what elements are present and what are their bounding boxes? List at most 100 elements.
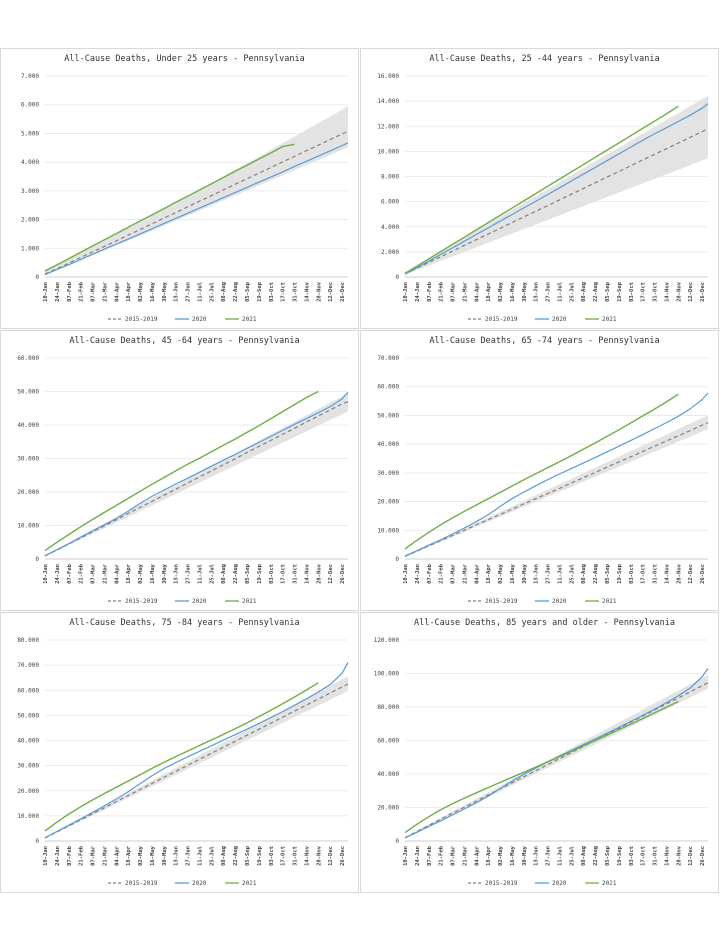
x-tick-label: 22-Aug (593, 564, 599, 584)
x-tick-label: 10-Jan (403, 564, 409, 584)
y-tick-label: 0 (395, 274, 399, 281)
x-tick-label: 22-Aug (593, 846, 599, 866)
x-tick-label: 21-Mar (462, 281, 468, 302)
x-tick-label: 24-Jan (415, 846, 421, 866)
x-tick-label: 21-Mar (102, 563, 108, 584)
x-tick-label: 13-Jun (534, 846, 540, 866)
x-tick-label: 03-Oct (269, 846, 275, 866)
y-tick-label: 30.000 (377, 470, 399, 477)
x-tick-label: 12-Dec (688, 282, 694, 302)
x-tick-label: 08-Aug (221, 564, 227, 584)
y-tick-label: 0 (395, 838, 399, 845)
x-tick-label: 05-Sep (605, 281, 611, 302)
x-tick-label: 26-Dec (340, 282, 346, 302)
chart-svg: All-Cause Deaths, Under 25 years - Penns… (21, 54, 349, 323)
x-tick-label: 19-Sep (617, 281, 623, 302)
x-tick-label: 03-Oct (629, 282, 635, 302)
x-tick-label: 14-Nov (304, 281, 310, 302)
x-tick-label: 31-Oct (653, 564, 659, 584)
x-tick-label: 21-Feb (439, 281, 445, 302)
y-tick-label: 40.000 (17, 738, 39, 745)
x-tick-label: 28-Nov (316, 563, 322, 584)
x-tick-label: 26-Dec (700, 846, 706, 866)
x-tick-label: 24-Jan (415, 282, 421, 302)
x-tick-label: 11-Jul (557, 846, 563, 866)
x-tick-label: 14-Nov (664, 845, 670, 866)
y-tick-label: 10.000 (17, 523, 39, 530)
x-tick-label: 25-Jul (209, 846, 215, 866)
series-line-2021 (404, 105, 679, 275)
x-tick-label: 16-May (510, 281, 516, 302)
x-tick-label: 24-Jan (415, 564, 421, 584)
series-line-2015-2019 (404, 128, 709, 275)
x-tick-label: 21-Mar (102, 845, 108, 866)
x-tick-label: 12-Dec (688, 846, 694, 866)
y-tick-label: 2.000 (381, 249, 399, 256)
x-tick-label: 16-May (150, 563, 156, 584)
x-tick-label: 25-Jul (569, 282, 575, 302)
x-tick-label: 19-Sep (617, 845, 623, 866)
series-line-2020 (404, 103, 709, 275)
x-tick-label: 21-Feb (79, 845, 85, 866)
legend-label: 2021 (242, 598, 257, 605)
x-tick-label: 26-Dec (700, 282, 706, 302)
y-tick-label: 60.000 (17, 687, 39, 694)
x-tick-label: 04-Apr (474, 281, 480, 302)
x-tick-label: 05-Sep (245, 845, 251, 866)
chart-panel: All-Cause Deaths, 25 -44 years - Pennsyl… (360, 48, 719, 329)
x-tick-label: 13-Jun (174, 564, 180, 584)
y-tick-label: 80.000 (17, 637, 39, 644)
chart-title: All-Cause Deaths, Under 25 years - Penns… (64, 54, 305, 64)
x-tick-label: 25-Jul (569, 846, 575, 866)
x-tick-label: 21-Mar (462, 845, 468, 866)
x-tick-label: 13-Jun (534, 564, 540, 584)
x-tick-label: 07-Mar (451, 845, 457, 866)
x-tick-label: 05-Sep (245, 563, 251, 584)
y-tick-label: 4.000 (381, 224, 399, 231)
x-tick-label: 04-Apr (114, 845, 120, 866)
series-line-2021 (404, 700, 679, 834)
x-tick-label: 31-Oct (293, 846, 299, 866)
x-tick-label: 25-Jul (209, 282, 215, 302)
y-tick-label: 20.000 (17, 489, 39, 496)
y-tick-label: 120.000 (374, 637, 400, 644)
y-tick-label: 4.000 (21, 159, 39, 166)
x-tick-label: 16-May (510, 845, 516, 866)
x-tick-label: 28-Nov (676, 845, 682, 866)
x-tick-label: 19-Sep (617, 563, 623, 584)
x-tick-label: 22-Aug (233, 564, 239, 584)
x-tick-label: 11-Jul (197, 564, 203, 584)
x-tick-label: 18-Apr (126, 845, 132, 866)
x-tick-label: 07-Feb (427, 563, 433, 584)
x-tick-label: 07-Feb (67, 281, 73, 302)
legend-label: 2020 (192, 598, 207, 605)
series-line-2021 (44, 682, 319, 832)
y-tick-label: 20.000 (17, 788, 39, 795)
chart-panel: All-Cause Deaths, 65 -74 years - Pennsyl… (360, 330, 719, 611)
x-tick-label: 10-Jan (43, 846, 49, 866)
y-tick-label: 60.000 (377, 384, 399, 391)
legend-label: 2020 (552, 598, 567, 605)
x-tick-label: 07-Feb (67, 845, 73, 866)
x-tick-label: 18-Apr (486, 281, 492, 302)
x-tick-label: 16-May (150, 281, 156, 302)
x-tick-label: 30-May (522, 845, 528, 866)
x-tick-label: 02-May (138, 845, 144, 866)
legend-label: 2021 (602, 316, 617, 323)
x-tick-label: 31-Oct (653, 282, 659, 302)
series-line-2020 (44, 662, 349, 839)
legend-label: 2021 (242, 316, 257, 323)
x-tick-label: 03-Oct (629, 846, 635, 866)
x-tick-label: 11-Jul (197, 846, 203, 866)
x-tick-label: 31-Oct (653, 846, 659, 866)
x-tick-label: 30-May (162, 281, 168, 302)
x-tick-label: 07-Mar (451, 281, 457, 302)
legend-label: 2015-2019 (485, 316, 518, 323)
y-tick-label: 70.000 (17, 662, 39, 669)
legend-label: 2015-2019 (125, 598, 158, 605)
chart-svg: All-Cause Deaths, 45 -64 years - Pennsyl… (17, 336, 349, 605)
legend-label: 2021 (242, 880, 257, 887)
x-tick-label: 19-Sep (257, 845, 263, 866)
x-tick-label: 04-Apr (114, 281, 120, 302)
y-tick-label: 3.000 (21, 188, 39, 195)
